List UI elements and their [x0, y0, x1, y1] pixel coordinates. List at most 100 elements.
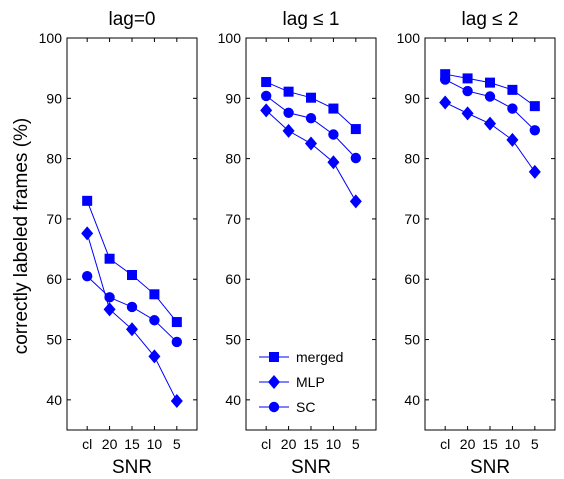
y-tick-label: 80	[46, 151, 62, 167]
panel-title: lag ≤ 2	[462, 9, 519, 30]
x-tick-label: 10	[505, 436, 521, 452]
data-point-SC	[507, 103, 518, 114]
data-point-MLP	[282, 123, 295, 138]
y-tick-label: 40	[404, 392, 420, 408]
data-point-merged	[149, 289, 160, 300]
x-tick-label: 10	[147, 436, 163, 452]
data-point-merged	[261, 77, 272, 88]
data-point-SC	[260, 90, 272, 102]
x-tick-label: 20	[281, 436, 297, 452]
x-axis-label: SNR	[112, 457, 152, 478]
legend-label-SC: SC	[296, 399, 315, 415]
y-tick-label: 60	[404, 271, 420, 287]
x-tick-label: 20	[102, 436, 118, 452]
data-point-merged	[127, 270, 137, 281]
data-point-MLP	[461, 106, 474, 121]
x-tick-label: 5	[531, 436, 539, 452]
y-tick-label: 60	[225, 271, 241, 287]
x-tick-label: 10	[326, 436, 342, 452]
x-tick-label: 15	[124, 436, 140, 452]
x-tick-label: cl	[261, 436, 271, 452]
series-line-MLP	[86, 233, 178, 402]
panel-1: 40 50 60 70 80 90 100 cl 20 15 10 5 lag=0 SNR	[39, 9, 198, 478]
data-point-SC	[350, 152, 362, 164]
data-point-SC	[104, 292, 115, 303]
data-point-MLP	[126, 322, 138, 337]
y-tick-label: 80	[225, 151, 241, 167]
y-tick-label: 60	[46, 271, 62, 287]
y-tick-label: 100	[397, 30, 421, 46]
legend: merged MLP SC	[259, 349, 343, 415]
data-point-MLP	[103, 302, 116, 317]
x-tick-label: cl	[440, 436, 450, 452]
data-point-merged	[350, 124, 361, 135]
data-point-MLP	[170, 394, 183, 409]
x-tick-label: 5	[352, 436, 360, 452]
data-point-merged	[507, 84, 518, 95]
panel-2: 40 50 60 70 80 90 100 cl 20 15 10 5 lag ≤ 1 SNR merged…	[218, 9, 377, 478]
series-line-MLP	[444, 102, 536, 173]
y-tick-label: 70	[404, 211, 420, 227]
panel-3: 40 50 60 70 80 90 100 cl 20 15 10 5 lag ≤ 2 SNR	[397, 9, 556, 478]
data-point-SC	[484, 91, 496, 102]
data-point-merged	[529, 101, 540, 112]
y-tick-label: 90	[225, 90, 241, 106]
x-axis-label: SNR	[291, 457, 331, 478]
x-tick-label: 15	[303, 436, 319, 452]
data-point-merged	[171, 317, 182, 328]
x-tick-label: 5	[173, 436, 181, 452]
data-point-merged	[306, 92, 316, 103]
y-tick-label: 90	[404, 90, 420, 106]
y-tick-label: 50	[46, 332, 62, 348]
data-point-SC	[149, 315, 160, 326]
data-point-MLP	[506, 132, 519, 147]
data-point-SC	[529, 125, 541, 136]
data-point-merged	[283, 86, 294, 97]
y-tick-label: 50	[404, 332, 420, 348]
data-point-SC	[283, 107, 294, 118]
x-tick-label: 20	[460, 436, 476, 452]
legend-label-MLP: MLP	[296, 374, 325, 390]
y-tick-label: 50	[225, 332, 241, 348]
data-point-merged	[440, 69, 451, 80]
data-point-MLP	[349, 194, 362, 209]
data-point-MLP	[81, 226, 94, 241]
legend-label-merged: merged	[296, 349, 343, 365]
x-tick-label: 15	[482, 436, 498, 452]
data-point-merged	[328, 103, 339, 114]
data-point-merged	[82, 195, 93, 206]
legend-marker-MLP	[268, 375, 280, 389]
figure-y-axis-label: correctly labeled frames (%)	[11, 118, 32, 355]
data-point-SC	[462, 85, 473, 97]
x-tick-label: cl	[82, 436, 92, 452]
data-point-SC	[305, 113, 317, 124]
data-point-MLP	[305, 136, 317, 151]
panel-title: lag=0	[108, 9, 155, 30]
data-point-MLP	[439, 95, 452, 110]
data-point-merged	[104, 253, 115, 264]
data-point-SC	[81, 271, 93, 282]
data-point-MLP	[327, 155, 340, 170]
data-point-MLP	[148, 349, 161, 364]
x-axis-label: SNR	[470, 457, 510, 478]
y-tick-label: 40	[225, 392, 241, 408]
data-point-merged	[485, 77, 495, 88]
data-point-MLP	[260, 103, 273, 118]
data-point-SC	[439, 74, 451, 85]
y-tick-label: 100	[39, 30, 63, 46]
data-point-SC	[126, 301, 138, 313]
data-point-MLP	[528, 164, 541, 179]
y-tick-label: 70	[225, 211, 241, 227]
data-point-MLP	[484, 116, 496, 131]
legend-marker-SC	[268, 401, 280, 413]
y-tick-label: 70	[46, 211, 62, 227]
y-tick-label: 40	[46, 392, 62, 408]
data-point-SC	[328, 129, 339, 140]
series-line-MLP	[265, 110, 357, 202]
y-tick-label: 100	[218, 30, 242, 46]
y-tick-label: 80	[404, 151, 420, 167]
data-point-merged	[462, 73, 473, 84]
panel-title: lag ≤ 1	[283, 9, 340, 30]
data-point-SC	[171, 336, 183, 348]
